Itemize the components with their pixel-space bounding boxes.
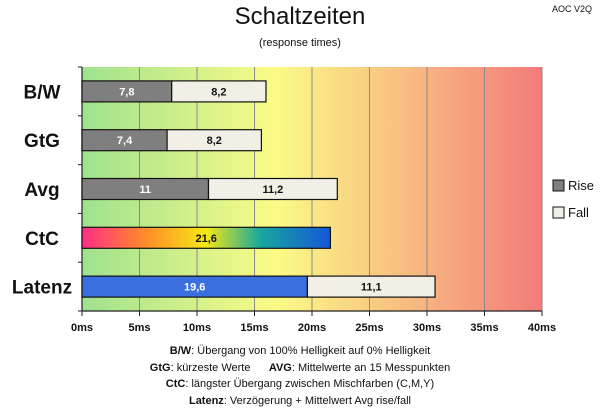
data-label-fall: 11,1 bbox=[361, 282, 382, 294]
note-gtg-avg: GtG: kürzeste Werte AVG: Mittelwerte an … bbox=[149, 361, 451, 374]
bar-fall-avg bbox=[207, 177, 338, 201]
legend-label-rise: Rise bbox=[568, 178, 594, 193]
x-tick-label: 20ms bbox=[298, 322, 326, 334]
x-tick-label: 15ms bbox=[240, 322, 268, 334]
data-label-fall: 8,2 bbox=[207, 135, 222, 147]
data-label-rise: 21,6 bbox=[195, 233, 216, 245]
data-label-fall: 8,2 bbox=[211, 86, 226, 98]
bar-rise-ctc bbox=[81, 226, 331, 249]
x-tick-label: 25ms bbox=[355, 322, 383, 334]
data-label-rise: 7,4 bbox=[117, 135, 133, 147]
data-label-rise: 7,8 bbox=[119, 86, 134, 98]
x-tick-label: 40ms bbox=[528, 322, 556, 334]
monitor-model-label: AOC V2Q bbox=[551, 4, 592, 14]
note-bw: B/W: Übergang von 100% Helligkeit auf 0%… bbox=[169, 345, 431, 357]
category-label: Latenz bbox=[12, 278, 72, 299]
note-latenz: Latenz: Verzögerung + Mittelwert Avg ris… bbox=[188, 394, 412, 407]
legend-swatch-fall bbox=[552, 206, 565, 219]
category-label: CtC bbox=[25, 229, 59, 250]
chart-title: Schaltzeiten bbox=[234, 3, 366, 30]
note-ctc: CtC: längster Übergang zwischen Mischfar… bbox=[165, 378, 435, 390]
chart-subtitle: (response times) bbox=[259, 37, 341, 49]
x-tick-label: 5ms bbox=[128, 322, 150, 334]
category-label: Avg bbox=[24, 180, 59, 201]
legend-swatch-rise bbox=[552, 179, 565, 192]
footnotes: B/W: Übergang von 100% Helligkeit auf 0%… bbox=[0, 343, 600, 409]
category-label: B/W bbox=[24, 82, 61, 103]
x-tick-label: 0ms bbox=[71, 322, 93, 334]
bar-fall-gtg bbox=[166, 129, 263, 152]
bar-fall-bw bbox=[171, 80, 267, 103]
x-tick-label: 30ms bbox=[413, 322, 441, 334]
data-label-fall: 11,2 bbox=[262, 184, 283, 196]
legend-label-fall: Fall bbox=[568, 205, 589, 220]
x-tick-label: 10ms bbox=[183, 322, 211, 334]
bar-fall-latenz bbox=[306, 275, 436, 298]
x-tick-label: 35ms bbox=[470, 322, 498, 334]
data-label-rise: 19,6 bbox=[184, 282, 205, 294]
category-label: GtG bbox=[24, 131, 60, 152]
data-label-rise: 11 bbox=[139, 184, 151, 196]
